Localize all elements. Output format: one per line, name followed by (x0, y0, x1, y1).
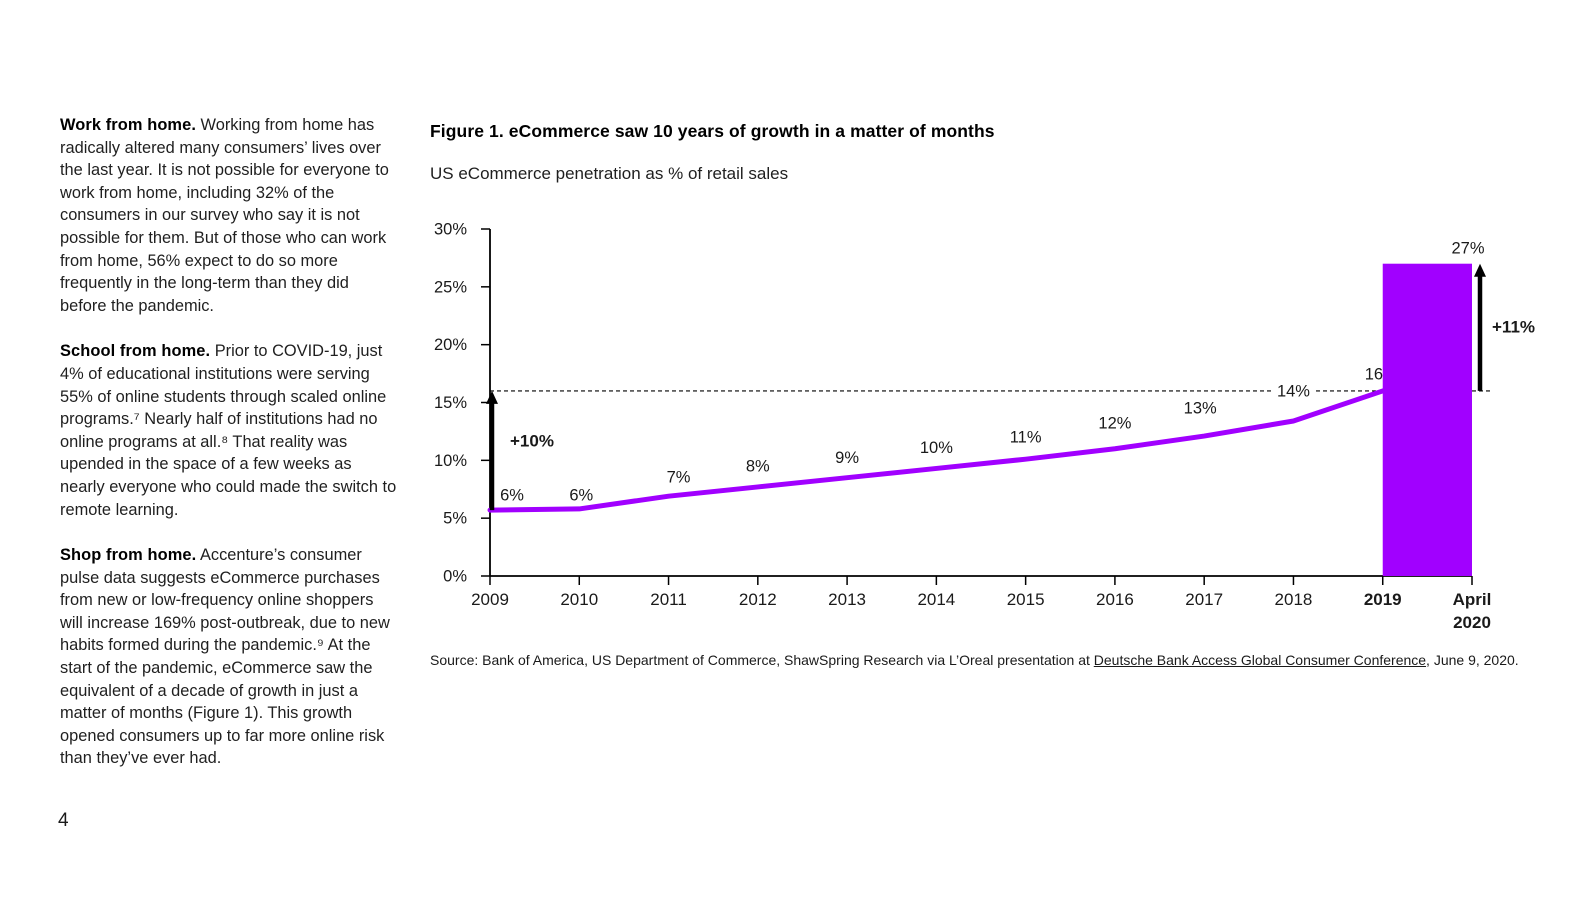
april-2020-bar (1382, 263, 1472, 576)
paragraph-lead: School from home. (60, 342, 211, 361)
point-label: 7% (667, 469, 691, 487)
x-axis-label: 2018 (1275, 590, 1313, 609)
point-label: 9% (835, 449, 859, 467)
x-axis-label: April (1453, 590, 1492, 609)
x-axis-label: 2011 (650, 590, 687, 609)
bar-label: 27% (1451, 240, 1484, 258)
paragraph-body: Accenture’s consumer pulse data suggests… (60, 546, 390, 768)
source-text: , June 9, 2020. (1426, 652, 1519, 668)
figure-title: Figure 1. eCommerce saw 10 years of grow… (430, 121, 995, 141)
x-axis-label: 2016 (1096, 590, 1134, 609)
point-label: 6% (569, 486, 593, 504)
x-axis-label: 2014 (917, 590, 955, 609)
source-text: Source: Bank of America, US Department o… (430, 652, 1094, 668)
paragraph-body: Prior to COVID-19, just 4% of educationa… (60, 342, 397, 519)
figure-source: Source: Bank of America, US Department o… (430, 652, 1519, 668)
penetration-line (487, 388, 1386, 513)
paragraph-shop-from-home: Shop from home. Accenture’s consumer pul… (60, 544, 398, 770)
plus10-label: +10% (510, 432, 554, 451)
source-link[interactable]: Deutsche Bank Access Global Consumer Con… (1093, 652, 1427, 668)
label-mask (1271, 381, 1316, 401)
y-axis-label: 0% (443, 568, 467, 586)
plus11-arrow-head (1474, 263, 1486, 277)
y-axis-label: 20% (434, 336, 467, 354)
x-axis-label: 2012 (739, 590, 777, 609)
paragraph-lead: Work from home. (60, 116, 196, 134)
x-axis-label: 2010 (560, 590, 598, 609)
point-label: 10% (920, 439, 953, 457)
figure-subtitle: US eCommerce penetration as % of retail … (430, 164, 789, 183)
paragraph-school-from-home: School from home. Prior to COVID-19, jus… (60, 340, 398, 521)
x-axis-label: 2009 (471, 590, 509, 609)
page-number: 4 (58, 810, 69, 831)
chart-canvas: 0% 5% 10% 15% 20% 25% 30% 2009 2010 2011 2012 2013 2… (434, 221, 1535, 633)
y-axis-label: 10% (434, 452, 467, 470)
point-label: 6% (500, 487, 524, 505)
plus11-label: +11% (1492, 317, 1535, 336)
paragraph-work-from-home: Work from home. Working from home has ra… (60, 114, 398, 317)
article-column: Work from home. Working from home has ra… (60, 114, 398, 793)
point-label: 12% (1098, 414, 1131, 432)
point-label: 13% (1184, 400, 1217, 418)
y-axis-label: 15% (434, 394, 467, 412)
point-label: 14% (1277, 383, 1310, 401)
x-axis-label: 2015 (1007, 590, 1045, 609)
paragraph-lead: Shop from home. (60, 546, 197, 565)
x-axis-label: 2013 (828, 590, 866, 609)
x-axis-label: 2019 (1364, 590, 1402, 609)
x-axis-label: 2020 (1453, 613, 1491, 632)
figure-1-chart: 0% 5% 10% 15% 20% 25% 30% 2009 2010 2011 2012 2013 2… (420, 200, 1596, 640)
x-axis-label: 2017 (1185, 590, 1223, 609)
y-axis-label: 25% (434, 278, 467, 296)
paragraph-body: Working from home has radically altered … (60, 116, 389, 315)
plus10-arrow-head (486, 390, 498, 404)
y-axis-label: 5% (443, 510, 467, 528)
y-axis-label: 30% (434, 221, 467, 239)
point-label: 8% (746, 457, 770, 475)
point-label: 11% (1010, 429, 1042, 447)
